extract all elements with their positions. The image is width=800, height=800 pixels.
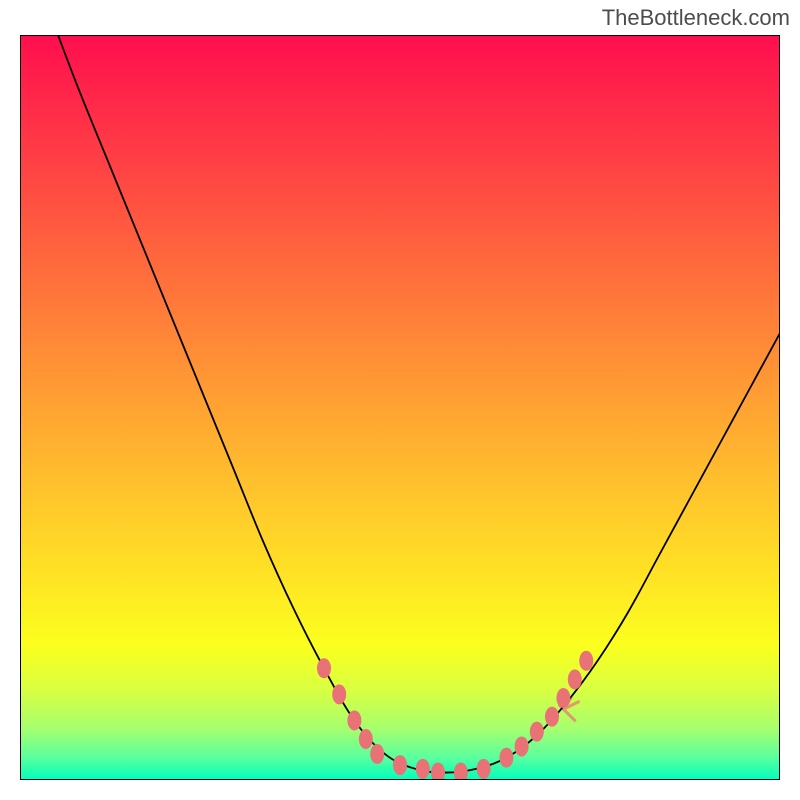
data-marker — [556, 688, 570, 708]
data-marker — [545, 707, 559, 727]
data-marker — [499, 748, 513, 768]
data-marker — [515, 736, 529, 756]
data-marker — [416, 759, 430, 779]
data-marker — [393, 755, 407, 775]
data-marker — [332, 684, 346, 704]
chart-background — [20, 35, 780, 780]
data-marker — [477, 759, 491, 779]
data-marker — [359, 729, 373, 749]
data-marker — [568, 669, 582, 689]
chart-container — [20, 35, 780, 780]
data-marker — [530, 722, 544, 742]
data-marker — [317, 658, 331, 678]
data-marker — [579, 651, 593, 671]
data-marker — [370, 744, 384, 764]
bottleneck-chart — [20, 35, 780, 780]
data-marker — [347, 710, 361, 730]
watermark-text: TheBottleneck.com — [602, 5, 790, 31]
